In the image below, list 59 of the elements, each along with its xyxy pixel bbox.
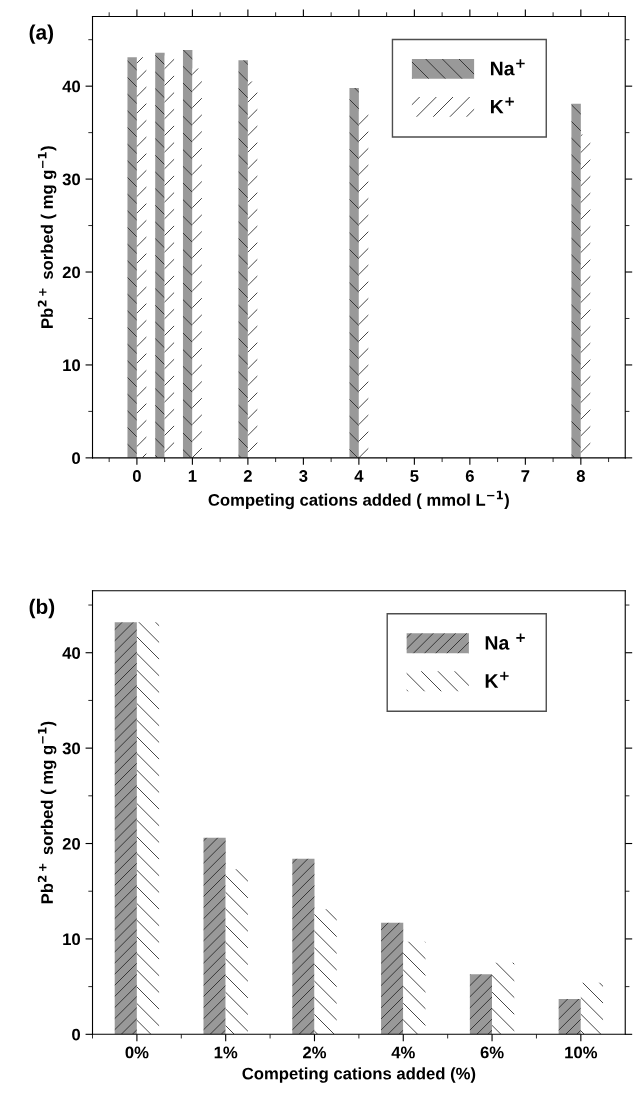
bar <box>225 869 248 1035</box>
x-tick-label: 4 <box>354 470 364 482</box>
bar <box>238 60 248 458</box>
x-tick-label: 6% <box>480 1046 504 1059</box>
x-axis-title: Competing cations added (%) <box>242 1067 476 1083</box>
bar <box>580 134 591 458</box>
x-tick-label: 5 <box>410 470 419 482</box>
bar <box>136 622 160 1035</box>
bar <box>492 962 515 1035</box>
y-tick-label: 10 <box>63 933 81 946</box>
bar <box>203 837 226 1035</box>
bar <box>192 68 202 458</box>
bar <box>558 999 581 1035</box>
y-axis-title: Pb$^{2+}$ sorbed ( mg g$^{−1}$) <box>37 721 57 904</box>
x-tick-label: 1 <box>188 470 197 482</box>
x-tick-label: 2% <box>303 1046 327 1059</box>
y-axis-title: Pb$^{2+}$ sorbed ( mg g$^{−1}$) <box>37 146 57 328</box>
text: (b) <box>29 598 55 619</box>
x-tick-label: 10% <box>565 1046 598 1059</box>
bar <box>381 922 404 1035</box>
legend-label: Na$^{+}$ <box>490 59 525 76</box>
bar <box>469 974 493 1035</box>
bar <box>247 81 258 458</box>
bar <box>292 858 315 1035</box>
x-tick-label: 0% <box>125 1046 149 1059</box>
bar <box>182 49 193 458</box>
legend-label: K$^{+}$ <box>490 97 514 114</box>
bar <box>164 55 175 458</box>
bar <box>571 103 581 458</box>
y-tick-label: 10 <box>63 359 81 372</box>
bar <box>349 88 359 458</box>
x-tick-label: 2 <box>243 470 252 482</box>
bar <box>580 982 604 1035</box>
y-tick-label: 30 <box>62 742 81 755</box>
legend-label: Na $^{+}$ <box>485 633 525 650</box>
x-tick-label: 8 <box>576 470 585 482</box>
x-tick-label: 7 <box>521 470 530 482</box>
x-tick-label: 1% <box>214 1046 238 1059</box>
y-tick-label: 0 <box>72 1028 81 1041</box>
y-tick-label: 40 <box>62 647 81 659</box>
y-tick-label: 40 <box>62 80 81 93</box>
text: (a) <box>29 24 54 44</box>
bar <box>136 57 147 458</box>
bar <box>403 941 426 1035</box>
x-axis-title: Competing cations added ( mmol L$^{−1}$) <box>208 490 509 510</box>
x-tick-label: 3 <box>299 470 308 482</box>
y-tick-label: 20 <box>62 837 81 850</box>
legend-label: K$^{+}$ <box>485 671 509 688</box>
x-tick-label: 4% <box>391 1046 415 1059</box>
bar <box>155 52 165 458</box>
bar <box>114 622 137 1035</box>
x-tick-label: 6 <box>465 470 474 482</box>
y-tick-label: 20 <box>62 266 81 279</box>
y-tick-label: 30 <box>62 173 81 186</box>
y-tick-label: 0 <box>72 452 81 465</box>
bar <box>127 57 137 458</box>
bar <box>314 909 337 1035</box>
x-tick-label: 0 <box>132 470 141 482</box>
bar <box>358 111 369 458</box>
